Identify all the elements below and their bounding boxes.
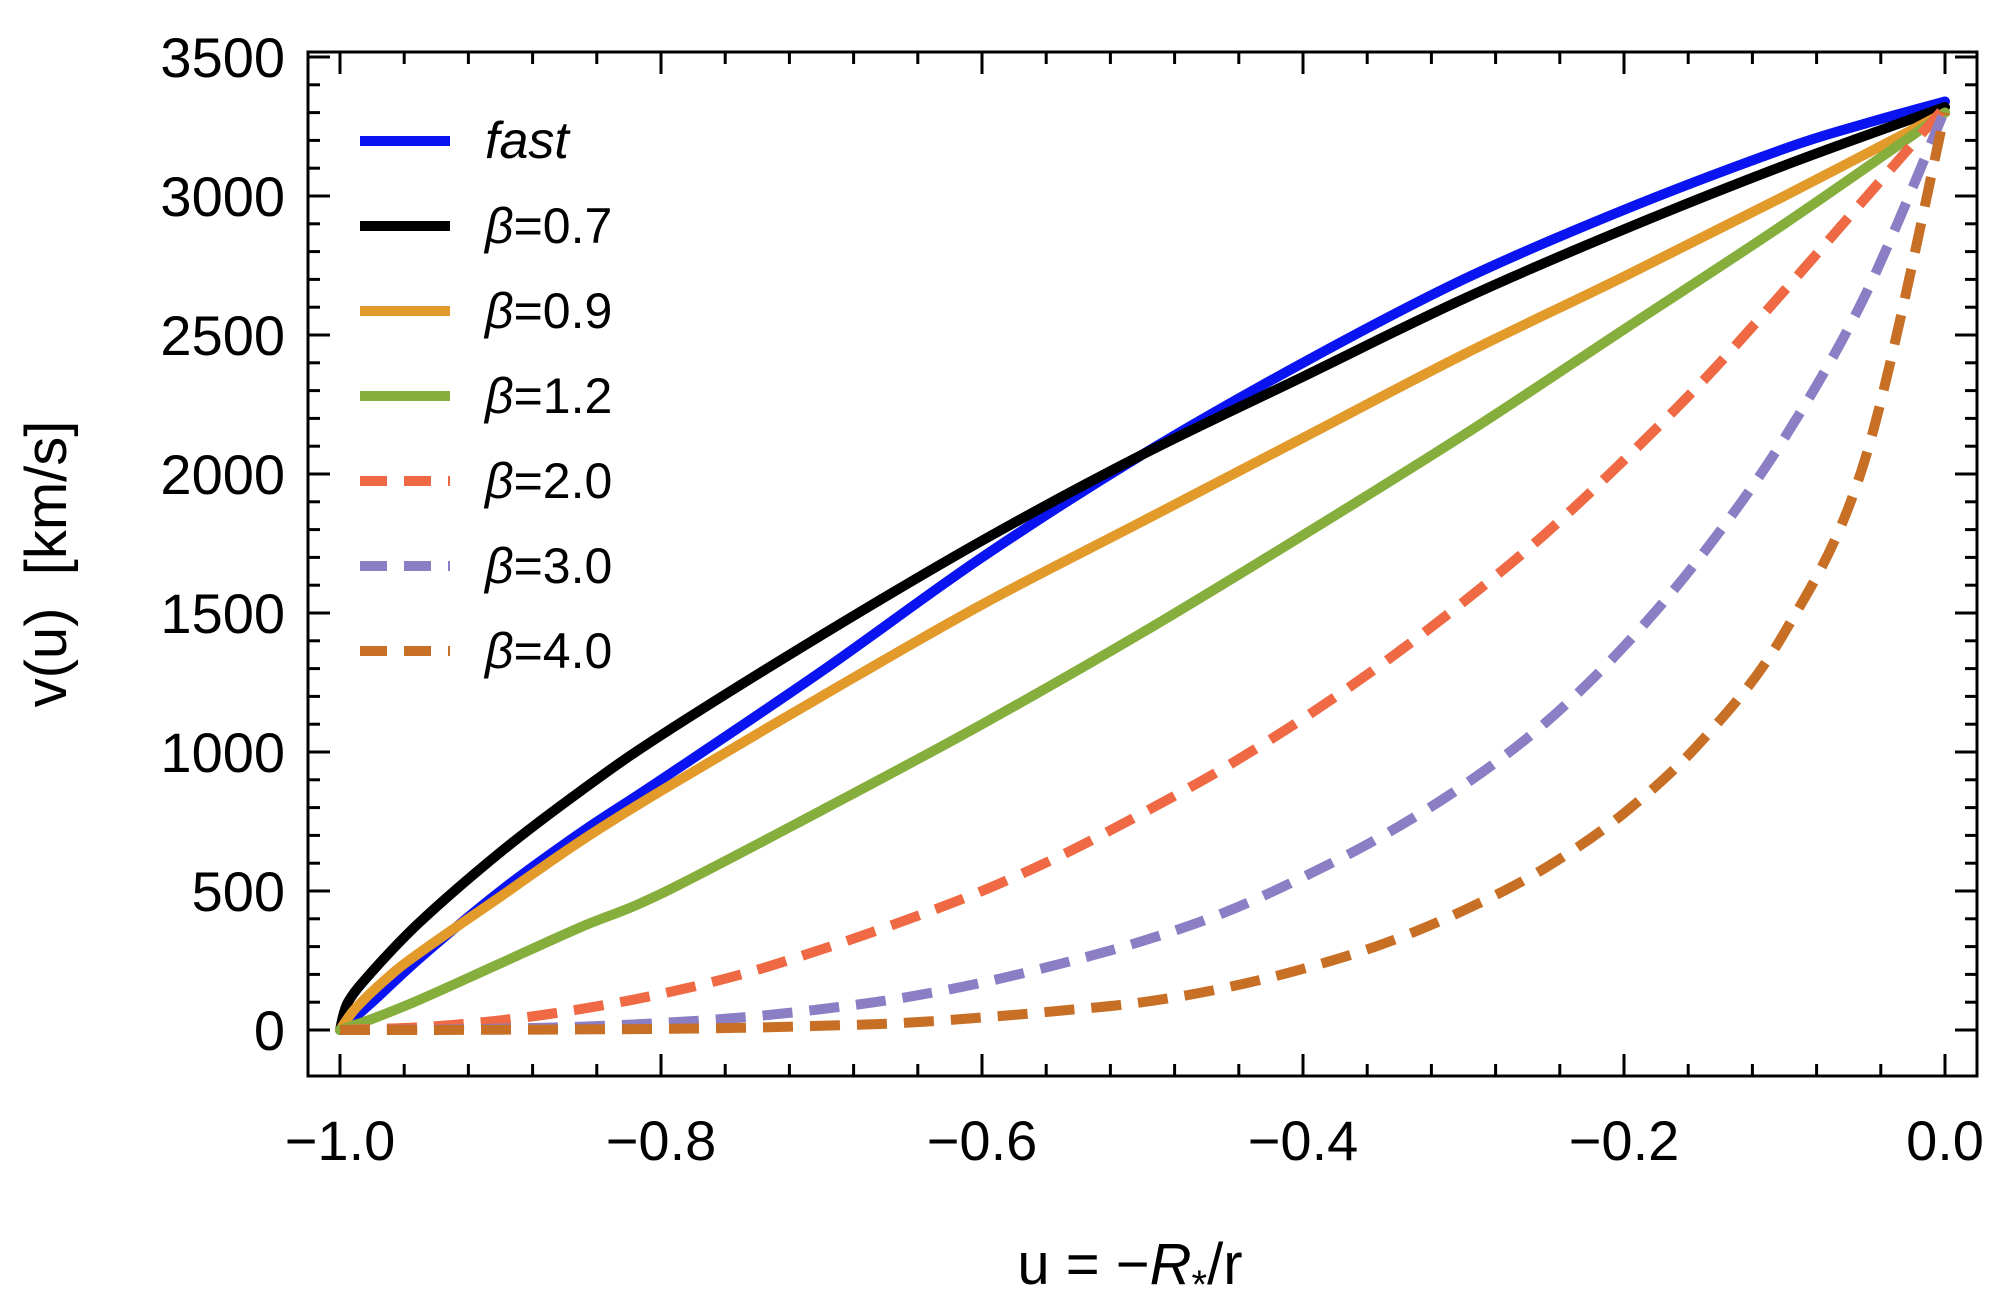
x-axis-title-prefix: u = − [1017, 1232, 1149, 1297]
y-tick-label: 0 [254, 999, 285, 1062]
y-tick-label: 3000 [160, 165, 285, 228]
x-tick-label: 0.0 [1906, 1109, 1984, 1172]
legend: fast β=0.7 β=0.9 β=1.2 β=2.0 β=3.0 β=4.0 [360, 112, 612, 679]
series-line-0-9 [335, 107, 1950, 1035]
tick-labels-layer: −1.0 −0.8 −0.6 −0.4 −0.2 0.0 0 500 1000 1500 2000 2… [160, 26, 1984, 1172]
x-tick-label: −0.4 [1248, 1109, 1359, 1172]
x-tick-label: −0.2 [1569, 1109, 1680, 1172]
series-line-4-0 [340, 111, 1950, 1035]
series-line-3-0 [339, 107, 1950, 1035]
x-axis-title: u = −R*/r [1017, 1232, 1242, 1307]
series-line-0-7 [335, 102, 1950, 1035]
y-tick-label: 3500 [160, 26, 285, 89]
ticks-layer [308, 52, 1977, 1076]
legend-label: fast [485, 112, 571, 170]
legend-label: β=0.9 [483, 283, 612, 339]
x-axis-title-subscript: * [1192, 1263, 1208, 1307]
y-axis-title: v(u) [km/s] [14, 421, 79, 708]
plot-frame [306, 50, 1979, 1078]
x-tick-label: −0.8 [606, 1109, 717, 1172]
series-line-2-0 [339, 103, 1949, 1035]
series-layer [335, 96, 1950, 1035]
y-tick-label: 2500 [160, 304, 285, 367]
x-axis-title-suffix: /r [1207, 1232, 1242, 1297]
legend-label: β=1.2 [483, 368, 612, 424]
legend-label: β=4.0 [483, 623, 612, 679]
y-tick-label: 500 [192, 860, 285, 923]
legend-label: β=0.7 [483, 198, 612, 254]
y-tick-label: 1000 [160, 721, 285, 784]
legend-label: β=2.0 [483, 453, 612, 509]
x-tick-label: −0.6 [927, 1109, 1038, 1172]
x-tick-label: −1.0 [285, 1109, 396, 1172]
x-axis-title-italic: R [1150, 1232, 1192, 1297]
series-line-1-2 [335, 107, 1950, 1035]
y-tick-label: 2000 [160, 443, 285, 506]
legend-label: β=3.0 [483, 538, 612, 594]
y-tick-label: 1500 [160, 582, 285, 645]
